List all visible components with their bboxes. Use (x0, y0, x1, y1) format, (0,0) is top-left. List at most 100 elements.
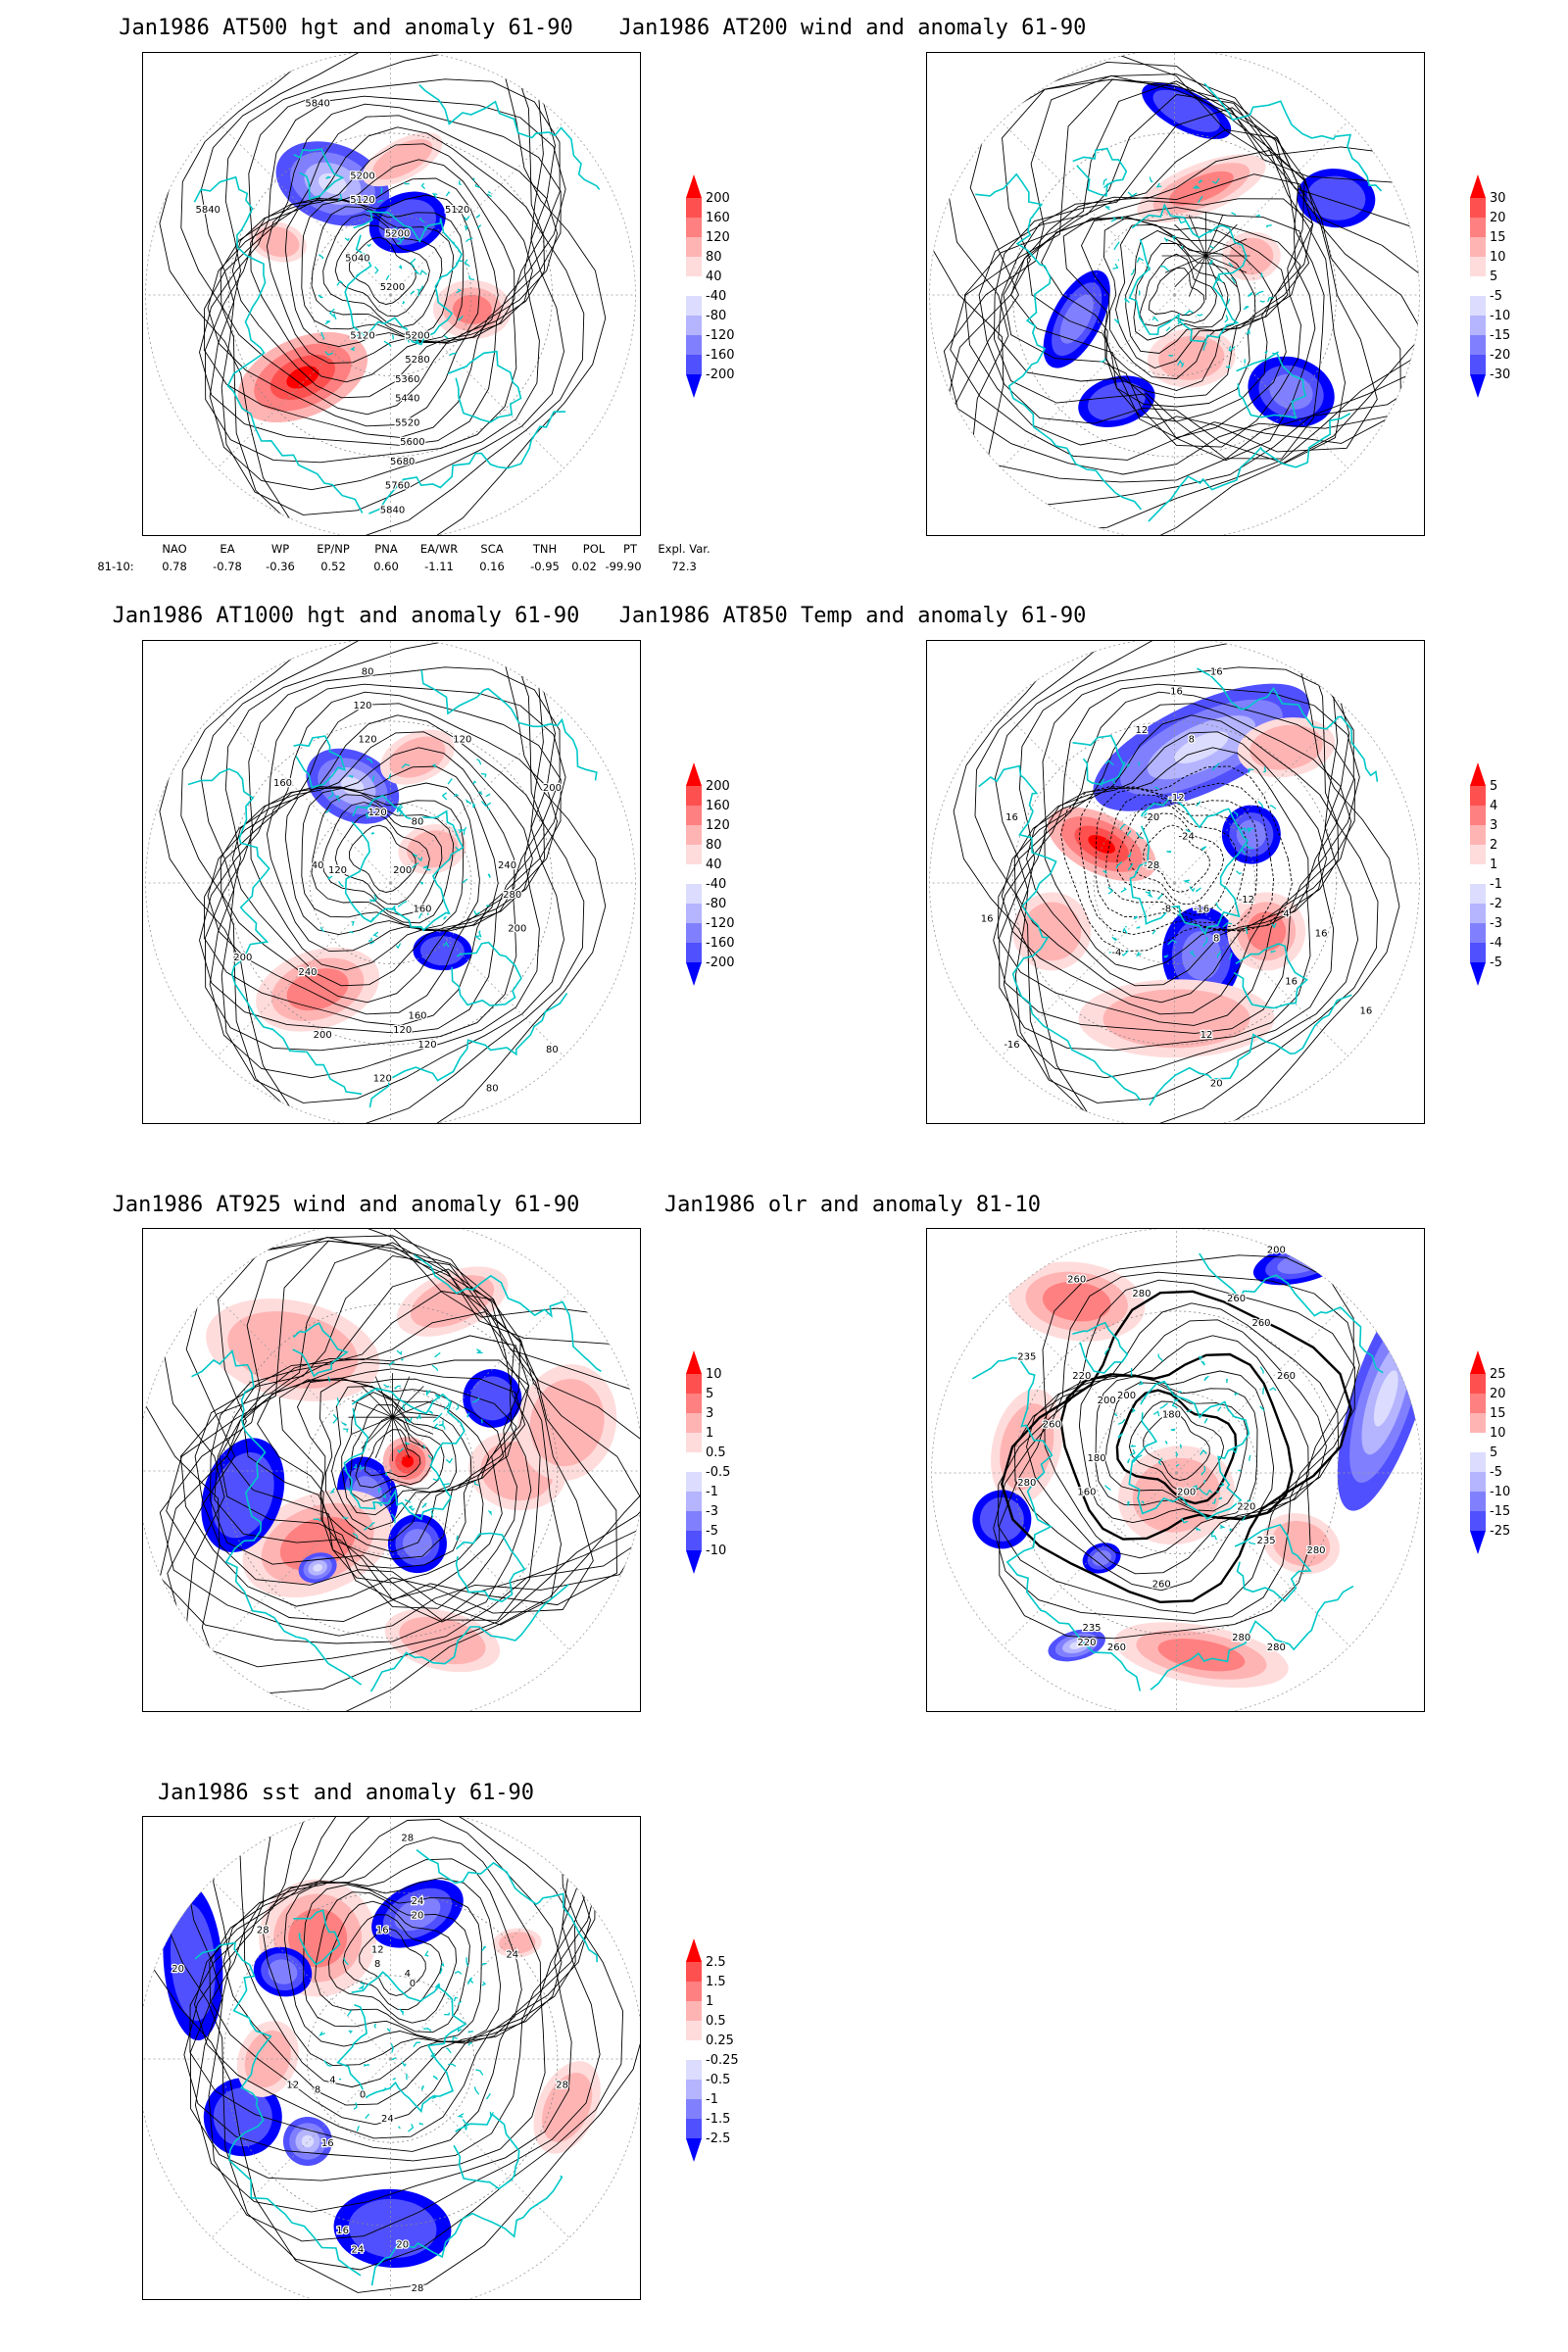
island-coastline (410, 290, 416, 295)
colorbar-tick-label: -25 (1490, 1524, 1510, 1539)
coastline (1129, 797, 1250, 936)
streamline-spoke (1205, 255, 1248, 273)
contour-line (207, 115, 559, 427)
coastline (1150, 1585, 1354, 1690)
island-coastline (319, 926, 325, 932)
colorbar-swatch (686, 1511, 702, 1531)
island-coastline (318, 294, 323, 299)
coastline (1072, 1321, 1129, 1374)
colorbar-swatch (1470, 296, 1486, 316)
island-coastline (1134, 870, 1138, 873)
island-coastline (419, 881, 424, 885)
island-coastline (1136, 925, 1141, 929)
island-coastline (1181, 363, 1185, 368)
island-coastline (1216, 951, 1222, 958)
island-coastline (1142, 811, 1149, 818)
meridian-line (217, 294, 391, 469)
contour-label: 16 (376, 1926, 389, 1936)
island-coastline (1259, 1405, 1265, 1411)
island-coastline (397, 804, 403, 813)
map-content (145, 641, 636, 1123)
contour-label: 235 (1257, 1536, 1276, 1546)
contour-line (1044, 747, 1309, 971)
coastline (416, 1848, 598, 1963)
island-coastline (449, 352, 458, 357)
island-coastline (396, 240, 402, 245)
colorbar-swatch (686, 1394, 702, 1413)
contour-line (199, 683, 566, 1034)
island-coastline (327, 790, 334, 800)
contour-label: 260 (1152, 1580, 1171, 1591)
contour-label: -4 (1111, 948, 1121, 958)
contour-label: 160 (1077, 1488, 1096, 1498)
colorbar-swatch (686, 845, 702, 864)
island-coastline (370, 832, 374, 835)
contour-label: 240 (298, 967, 317, 978)
contour-line (998, 1279, 1355, 1614)
island-coastline (457, 2113, 465, 2118)
contour-line (322, 802, 443, 916)
index-header: EA/WR (419, 542, 459, 556)
colorbar-swatch (686, 1962, 702, 1982)
contour-label: 200 (233, 953, 252, 963)
anomaly-shading (1042, 1281, 1111, 1322)
island-coastline (446, 2047, 452, 2054)
island-coastline (382, 2087, 386, 2092)
anomaly-shading (407, 830, 459, 868)
island-coastline (1103, 1348, 1110, 1355)
coastline (191, 1348, 363, 1686)
coastline (369, 1584, 569, 1692)
contour-label: 260 (1107, 1642, 1126, 1653)
streamline-spoke (1174, 223, 1206, 257)
colorbar-arrow-bottom (1470, 1531, 1486, 1554)
colorbar-arrow-top (686, 762, 702, 786)
contour-label: 200 (393, 865, 412, 876)
island-coastline (364, 1526, 369, 1531)
contour-line (180, 53, 585, 535)
meridian-line (1174, 709, 1348, 884)
contour-line (200, 53, 564, 515)
island-coastline (353, 1463, 357, 1469)
meridian-line (211, 1880, 391, 2060)
colorbar-swatch (686, 335, 702, 355)
colorbar-swatch (1470, 864, 1486, 884)
island-coastline (434, 1983, 441, 1988)
island-coastline (401, 2061, 407, 2068)
streamline (166, 1240, 617, 1623)
island-coastline (476, 224, 482, 229)
contour-label: 8 (315, 2085, 320, 2096)
contour-label: 5520 (395, 417, 419, 428)
latitude-circle (1093, 802, 1256, 964)
island-coastline (343, 1468, 348, 1471)
colorbar-swatch (1470, 943, 1486, 962)
anomaly-shading (256, 225, 300, 258)
island-coastline (380, 187, 383, 194)
streamline-spoke (1205, 223, 1238, 257)
streamline (1115, 223, 1256, 368)
meridian-line (1174, 882, 1348, 1057)
coastline (1199, 1252, 1384, 1374)
streamline-spoke (392, 1386, 424, 1418)
anomaly-shading (1102, 989, 1250, 1049)
island-coastline (1157, 1458, 1162, 1466)
island-coastline (422, 1445, 426, 1449)
colorbar-tick-label: -40 (706, 877, 726, 892)
island-coastline (1127, 862, 1134, 871)
island-coastline (480, 772, 487, 778)
contour-label: 24 (506, 1949, 518, 1960)
island-coastline (345, 1487, 354, 1492)
contour-label: 80 (486, 1083, 499, 1094)
contour-label: 260 (1227, 1294, 1246, 1304)
contour-line (189, 1817, 596, 2152)
colorbar-tick-label: -80 (706, 897, 726, 911)
streamline (278, 1378, 517, 1560)
island-coastline (390, 905, 396, 911)
map-svg: 16 16 12 8 16 -12 -20 -24 -28 -16 -12 -8 4 -4 8 16 16 -16… (929, 641, 1420, 1123)
streamline (1148, 268, 1205, 316)
island-coastline (404, 1442, 411, 1446)
island-coastline (1266, 224, 1272, 228)
island-coastline (1138, 761, 1141, 766)
colorbar-swatch (1470, 218, 1486, 237)
anomaly-shading (399, 1616, 486, 1665)
island-coastline (1230, 276, 1236, 284)
